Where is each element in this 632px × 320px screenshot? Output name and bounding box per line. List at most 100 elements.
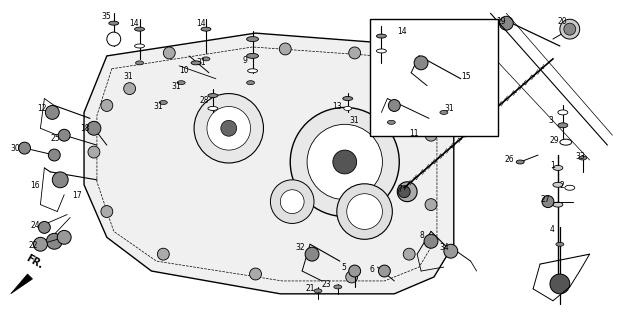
Circle shape — [564, 23, 576, 35]
Circle shape — [88, 146, 100, 158]
Circle shape — [405, 77, 417, 89]
Circle shape — [157, 248, 169, 260]
Circle shape — [379, 265, 391, 277]
Ellipse shape — [248, 69, 257, 73]
Ellipse shape — [246, 53, 258, 58]
Text: 3: 3 — [548, 116, 553, 125]
Ellipse shape — [565, 185, 574, 190]
Text: 19: 19 — [496, 17, 506, 26]
Ellipse shape — [191, 61, 201, 65]
Text: 11: 11 — [409, 129, 418, 138]
Text: 17: 17 — [72, 191, 82, 200]
Circle shape — [542, 196, 554, 208]
Text: 31: 31 — [349, 116, 360, 125]
Text: 31: 31 — [171, 82, 181, 91]
Text: 15: 15 — [461, 72, 470, 81]
Text: 31: 31 — [124, 72, 133, 81]
Circle shape — [337, 184, 392, 239]
Text: 9: 9 — [243, 56, 248, 65]
Text: 10: 10 — [179, 66, 189, 75]
Circle shape — [270, 180, 314, 223]
Text: 8: 8 — [419, 231, 424, 240]
Ellipse shape — [109, 21, 119, 25]
Ellipse shape — [579, 156, 586, 160]
Text: 29: 29 — [550, 136, 559, 145]
Text: 2: 2 — [560, 181, 564, 190]
Ellipse shape — [556, 242, 564, 246]
Text: 21: 21 — [305, 284, 315, 293]
Ellipse shape — [553, 182, 563, 187]
Circle shape — [398, 182, 417, 202]
Circle shape — [333, 150, 356, 174]
Circle shape — [398, 186, 410, 198]
Text: 7: 7 — [398, 185, 402, 194]
Polygon shape — [11, 274, 32, 294]
Text: 27: 27 — [540, 195, 550, 204]
Circle shape — [207, 107, 250, 150]
Text: 26: 26 — [504, 156, 514, 164]
Ellipse shape — [208, 93, 218, 98]
Text: 20: 20 — [558, 17, 568, 26]
Ellipse shape — [136, 61, 143, 65]
Text: 30: 30 — [11, 144, 20, 153]
Ellipse shape — [516, 160, 524, 164]
Circle shape — [107, 32, 121, 46]
Circle shape — [414, 56, 428, 70]
Text: 33: 33 — [576, 152, 585, 161]
Ellipse shape — [314, 289, 322, 293]
Circle shape — [46, 233, 62, 249]
Circle shape — [58, 230, 71, 244]
Ellipse shape — [343, 97, 353, 100]
Circle shape — [58, 129, 70, 141]
Circle shape — [48, 149, 60, 161]
Ellipse shape — [201, 27, 211, 31]
Text: 25: 25 — [51, 134, 60, 143]
Text: 31: 31 — [445, 104, 454, 113]
Ellipse shape — [344, 107, 351, 110]
Text: 4: 4 — [550, 225, 555, 234]
Text: FR.: FR. — [25, 253, 45, 271]
Circle shape — [346, 271, 358, 283]
Ellipse shape — [208, 107, 218, 110]
Polygon shape — [84, 33, 454, 294]
Ellipse shape — [135, 44, 145, 48]
Text: 28: 28 — [199, 96, 209, 105]
Circle shape — [389, 100, 400, 111]
Circle shape — [33, 237, 47, 251]
Circle shape — [403, 248, 415, 260]
Ellipse shape — [377, 34, 386, 38]
Circle shape — [221, 120, 237, 136]
Circle shape — [560, 19, 580, 39]
Text: 18: 18 — [80, 124, 90, 133]
Circle shape — [499, 16, 513, 30]
Circle shape — [307, 124, 382, 200]
Circle shape — [349, 265, 361, 277]
Text: 6: 6 — [370, 265, 374, 274]
Text: 13: 13 — [332, 102, 341, 111]
Text: 14: 14 — [398, 27, 407, 36]
Circle shape — [279, 43, 291, 55]
Ellipse shape — [202, 57, 210, 61]
Circle shape — [163, 47, 175, 59]
Text: 24: 24 — [30, 221, 40, 230]
Text: 5: 5 — [342, 263, 346, 272]
Text: 35: 35 — [102, 12, 112, 21]
Text: 16: 16 — [30, 181, 40, 190]
Circle shape — [281, 190, 304, 213]
Circle shape — [564, 23, 576, 35]
Circle shape — [124, 83, 136, 95]
Circle shape — [250, 268, 262, 280]
Ellipse shape — [560, 139, 572, 145]
Circle shape — [87, 121, 101, 135]
Ellipse shape — [553, 165, 563, 171]
Text: 22: 22 — [28, 241, 38, 250]
Circle shape — [290, 108, 399, 217]
Circle shape — [425, 199, 437, 211]
Ellipse shape — [558, 110, 568, 115]
Text: 12: 12 — [37, 104, 47, 113]
Ellipse shape — [135, 27, 145, 31]
Text: 32: 32 — [295, 243, 305, 252]
Bar — [370, 19, 499, 136]
Ellipse shape — [553, 202, 563, 207]
Circle shape — [444, 244, 458, 258]
